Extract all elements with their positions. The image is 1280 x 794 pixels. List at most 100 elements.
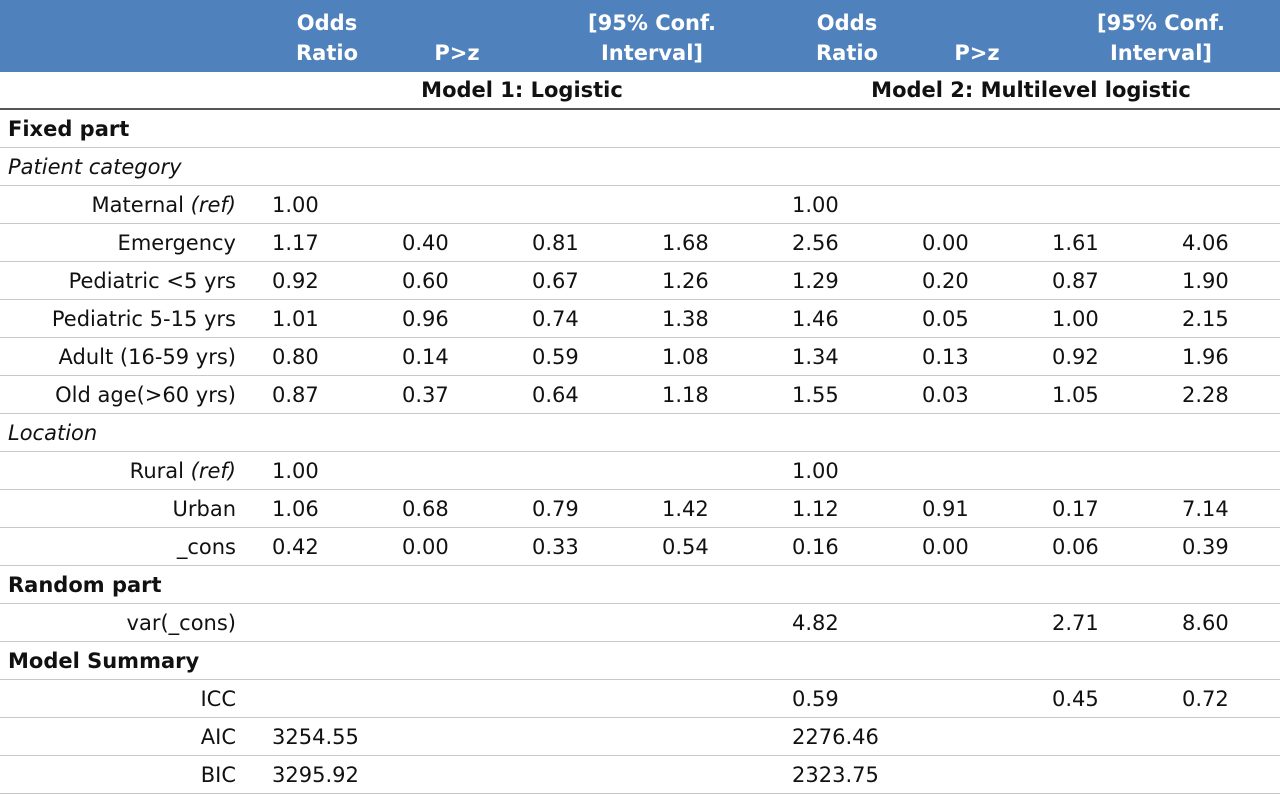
value-cell: [1042, 451, 1172, 490]
value-cell: [522, 603, 652, 642]
value-cell: 1.12: [782, 489, 912, 528]
label-text: _cons: [176, 534, 236, 559]
value-cell: 2.28: [1172, 375, 1280, 414]
value-cell: 2323.75: [782, 755, 912, 794]
value-cell: [1172, 185, 1280, 224]
table-row: _cons 0.42 0.00 0.33 0.54 0.16 0.00 0.06 0.39: [0, 527, 1280, 566]
row-label: var(_cons): [0, 603, 262, 642]
value-cell: [1172, 451, 1280, 490]
value-cell: [652, 755, 782, 794]
value-cell: 1.00: [262, 185, 392, 224]
value-cell: 0.14: [392, 337, 522, 376]
value-cell: 1.08: [652, 337, 782, 376]
value-cell: 1.96: [1172, 337, 1280, 376]
value-cell: 0.72: [1172, 679, 1280, 718]
table-row: Pediatric 5-15 yrs 1.01 0.96 0.74 1.38 1.46 0.…: [0, 299, 1280, 338]
value-cell: [1042, 717, 1172, 756]
value-cell: 0.20: [912, 261, 1042, 300]
value-cell: 0.42: [262, 527, 392, 566]
label-text: Urban: [172, 496, 236, 521]
value-cell: 1.06: [262, 489, 392, 528]
value-cell: 1.38: [652, 299, 782, 338]
value-cell: [652, 451, 782, 490]
value-cell: 0.92: [262, 261, 392, 300]
value-cell: 0.96: [392, 299, 522, 338]
value-cell: [522, 185, 652, 224]
value-cell: 0.59: [782, 679, 912, 718]
value-cell: 0.87: [1042, 261, 1172, 300]
row-label: Maternal (ref): [0, 185, 262, 224]
value-cell: [912, 755, 1042, 794]
label-text: Rural: [129, 458, 184, 483]
header-row: Odds Ratio P>z [95% Conf. Interval] Odds…: [0, 0, 1280, 72]
label-text: ICC: [200, 686, 236, 711]
value-cell: 0.54: [652, 527, 782, 566]
header-cell: Odds Ratio: [262, 0, 392, 72]
value-cell: [392, 717, 522, 756]
value-cell: 1.55: [782, 375, 912, 414]
model-row: Model 1: Logistic Model 2: Multilevel lo…: [0, 72, 1280, 110]
label-text: Adult (16-59 yrs): [58, 344, 236, 369]
value-cell: [652, 679, 782, 718]
value-cell: 0.92: [1042, 337, 1172, 376]
value-cell: 1.34: [782, 337, 912, 376]
value-cell: [912, 451, 1042, 490]
row-label: Pediatric <5 yrs: [0, 261, 262, 300]
value-cell: 0.06: [1042, 527, 1172, 566]
value-cell: 0.60: [392, 261, 522, 300]
table-row: Random part: [0, 565, 1280, 604]
value-cell: 0.68: [392, 489, 522, 528]
value-cell: [392, 679, 522, 718]
value-cell: 0.00: [912, 527, 1042, 566]
section-label: Location: [0, 413, 1280, 452]
value-cell: 0.39: [1172, 527, 1280, 566]
label-text: Old age(>60 yrs): [55, 382, 236, 407]
value-cell: 1.26: [652, 261, 782, 300]
header-text: Odds Ratio: [815, 11, 878, 65]
value-cell: [652, 185, 782, 224]
value-cell: 3295.92: [262, 755, 392, 794]
row-label: Emergency: [0, 223, 262, 262]
value-cell: [392, 451, 522, 490]
header-cell: P>z: [392, 0, 522, 72]
row-label: BIC: [0, 755, 262, 794]
table-row: Adult (16-59 yrs) 0.80 0.14 0.59 1.08 1.34 0.1…: [0, 337, 1280, 376]
table-row: Model Summary: [0, 641, 1280, 680]
value-cell: 0.40: [392, 223, 522, 262]
value-cell: 0.45: [1042, 679, 1172, 718]
model-blank: [0, 72, 262, 110]
value-cell: [392, 755, 522, 794]
value-cell: [522, 451, 652, 490]
header-cell: [95% Conf. Interval]: [522, 0, 782, 72]
value-cell: 1.61: [1042, 223, 1172, 262]
value-cell: 1.29: [782, 261, 912, 300]
section-label: Random part: [0, 565, 1280, 604]
value-cell: 0.91: [912, 489, 1042, 528]
row-label: Pediatric 5-15 yrs: [0, 299, 262, 338]
row-label: Rural (ref): [0, 451, 262, 490]
table-row: Emergency 1.17 0.40 0.81 1.68 2.56 0.00 1.61 4.0…: [0, 223, 1280, 262]
label-text: Pediatric 5-15 yrs: [51, 306, 236, 331]
value-cell: [392, 185, 522, 224]
table-row: ICC 0.59 0.45 0.72: [0, 679, 1280, 718]
value-cell: 2276.46: [782, 717, 912, 756]
value-cell: 1.46: [782, 299, 912, 338]
value-cell: [912, 603, 1042, 642]
value-cell: 1.90: [1172, 261, 1280, 300]
value-cell: [912, 717, 1042, 756]
header-text: [95% Conf. Interval]: [588, 11, 716, 65]
value-cell: 0.13: [912, 337, 1042, 376]
value-cell: 1.00: [1042, 299, 1172, 338]
label-note: (ref): [190, 192, 236, 217]
header-cell: Odds Ratio: [782, 0, 912, 72]
value-cell: 0.74: [522, 299, 652, 338]
value-cell: 0.59: [522, 337, 652, 376]
value-cell: 3254.55: [262, 717, 392, 756]
value-cell: 0.05: [912, 299, 1042, 338]
table-row: Urban 1.06 0.68 0.79 1.42 1.12 0.91 0.17 7.14: [0, 489, 1280, 528]
model-title: Model 1: Logistic: [262, 72, 782, 110]
table-row: var(_cons) 4.82 2.71 8.60: [0, 603, 1280, 642]
table-row: Old age(>60 yrs) 0.87 0.37 0.64 1.18 1.55 0.03…: [0, 375, 1280, 414]
value-cell: 0.64: [522, 375, 652, 414]
